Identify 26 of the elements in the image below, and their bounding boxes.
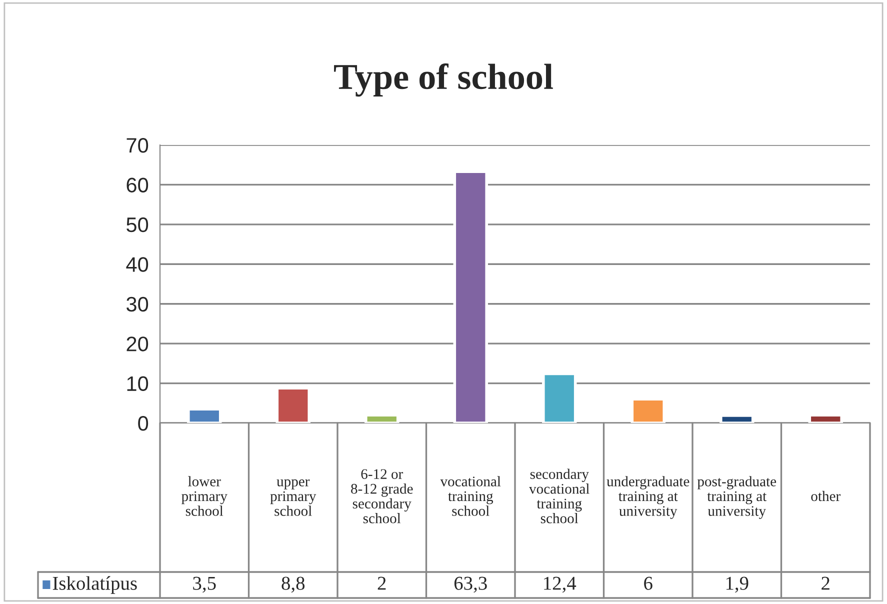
- y-tick-label: 30: [126, 296, 148, 312]
- x-tick-label: 6-12 or 8-12 grade secondary school: [351, 469, 413, 524]
- x-tick-label: secondary vocational training school: [529, 468, 590, 524]
- data-label: 12,4: [544, 576, 576, 593]
- data-label: 3,5: [193, 576, 216, 593]
- x-tick-label: lower primary school: [182, 476, 228, 516]
- y-tick-label: 10: [127, 376, 148, 392]
- data-label: 8,8: [282, 576, 305, 593]
- x-tick-label: upper primary school: [270, 479, 316, 516]
- data-label: 6: [644, 576, 652, 590]
- x-tick-label: post-graduate training at university: [697, 476, 776, 519]
- data-label: 2: [378, 576, 386, 590]
- x-tick-label: other: [811, 490, 840, 502]
- x-tick-label: vocational training school: [440, 476, 501, 516]
- y-tick-label: 50: [126, 217, 148, 232]
- y-tick-label: 20: [126, 336, 148, 352]
- y-tick-label: 70: [126, 138, 148, 153]
- y-tick-label: 0: [138, 416, 148, 431]
- y-tick-label: 60: [126, 178, 148, 192]
- legend-label: Iskolatípus: [52, 576, 137, 594]
- data-label: 2: [822, 576, 830, 590]
- chart-title: Type of school: [334, 63, 553, 97]
- x-tick-label: undergraduate training at university: [606, 476, 690, 519]
- data-label: 1,9: [726, 576, 748, 593]
- data-label: 63,3: [454, 576, 487, 593]
- y-tick-label: 40: [126, 257, 148, 272]
